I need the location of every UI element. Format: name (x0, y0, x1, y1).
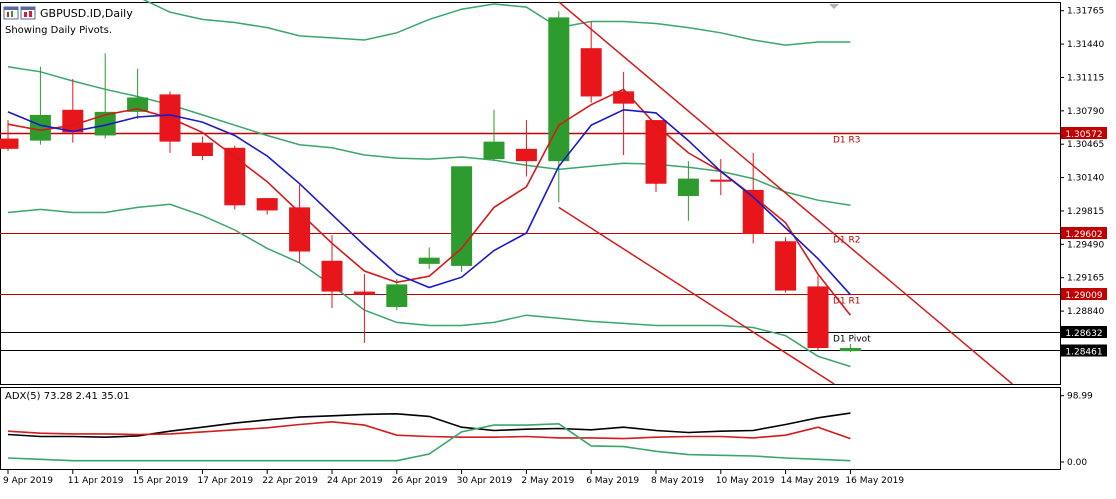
candle-body[interactable] (839, 348, 861, 352)
fast-ma-line (7, 88, 852, 316)
current-price-label: 1.28461 (1065, 348, 1102, 358)
current-price-tag (1061, 344, 1107, 357)
symbol-icon (3, 6, 36, 20)
x-tick-label: 26 Apr 2019 (392, 476, 448, 486)
pivot-price-tag (1061, 227, 1107, 239)
y-tick-label: 1.31765 (1067, 7, 1104, 17)
adx-plus-di-line (7, 422, 851, 462)
x-tick-label: 24 Apr 2019 (327, 476, 383, 486)
pivot-label: D1 R3 (833, 136, 861, 146)
pivot-price-tag (1061, 127, 1107, 139)
candle-body[interactable] (256, 198, 278, 211)
y-tick-label: 1.29165 (1067, 274, 1104, 284)
x-tick-label: 10 May 2019 (716, 476, 775, 486)
candle-body[interactable] (710, 179, 732, 182)
x-tick-label: 14 May 2019 (781, 476, 840, 486)
pivot-price-label: 1.29602 (1065, 230, 1102, 240)
pivot-note: Showing Daily Pivots. (5, 25, 112, 36)
x-tick-label: 17 Apr 2019 (197, 476, 253, 486)
candle-body[interactable] (353, 291, 375, 295)
candle-body[interactable] (224, 147, 246, 206)
candle-body[interactable] (127, 97, 149, 112)
x-tick-label: 11 Apr 2019 (68, 476, 124, 486)
pivot-price-label: 1.29009 (1065, 291, 1102, 301)
x-tick-label: 6 May 2019 (586, 476, 639, 486)
bollinger-lower-line (7, 203, 851, 368)
candle-body[interactable] (451, 166, 473, 266)
x-tick-label: 22 Apr 2019 (262, 476, 318, 486)
x-tick-label: 2 May 2019 (521, 476, 574, 486)
pivot-price-label: 1.30572 (1065, 130, 1102, 140)
pivot-label: D1 R1 (833, 297, 861, 307)
candle-body[interactable] (418, 257, 440, 264)
y-tick-label: 1.31115 (1067, 73, 1104, 83)
y-tick-label: 1.30140 (1067, 174, 1104, 184)
adx-label: ADX(5) 73.28 2.41 35.01 (5, 391, 130, 402)
candle-body[interactable] (677, 178, 699, 197)
bollinger-middle-line (7, 65, 851, 207)
pivot-label: D1 Pivot (833, 335, 871, 345)
x-tick-label: 30 Apr 2019 (457, 476, 513, 486)
candle-body[interactable] (386, 284, 408, 307)
pivot-price-tag (1061, 288, 1107, 300)
candle-body[interactable] (29, 114, 51, 141)
y-tick-label: 1.29815 (1067, 207, 1104, 217)
candle-body[interactable] (62, 109, 84, 133)
candle-body[interactable] (580, 48, 602, 97)
adx-y-tick-label: 98.99 (1067, 392, 1093, 402)
candle-body[interactable] (775, 241, 797, 291)
x-tick-label: 9 Apr 2019 (3, 476, 53, 486)
slow-ma-line (7, 108, 851, 296)
indicator-pane-frame (0, 387, 1061, 470)
candle-body[interactable] (515, 148, 537, 162)
candle-body[interactable] (289, 207, 311, 252)
y-tick-label: 1.30790 (1067, 107, 1104, 117)
candle-body[interactable] (807, 286, 829, 349)
y-tick-label: 1.28840 (1067, 307, 1104, 317)
candle-body[interactable] (191, 142, 213, 157)
x-tick-label: 8 May 2019 (651, 476, 704, 486)
x-tick-label: 15 Apr 2019 (133, 476, 189, 486)
candle-body[interactable] (321, 260, 343, 292)
bollinger-upper-line (142, 0, 851, 46)
x-tick-label: 16 May 2019 (845, 476, 904, 486)
symbol-label: GBPUSD.ID,Daily (40, 7, 133, 20)
candle-body[interactable] (0, 138, 19, 149)
adx-minus-di-line (7, 420, 851, 440)
y-tick-label: 1.30465 (1067, 140, 1104, 150)
candle-body[interactable] (94, 111, 116, 136)
pivot-price-tag (1061, 326, 1107, 338)
candle-body[interactable] (483, 141, 505, 160)
adx-y-tick-label: 0.00 (1067, 458, 1087, 468)
channel-upper-line (558, 1, 1013, 385)
main-pane-frame (0, 2, 1061, 385)
candle-body[interactable] (548, 17, 570, 162)
scroll-marker-icon[interactable] (829, 4, 839, 9)
channel-lower-line (558, 206, 835, 385)
y-tick-label: 1.29490 (1067, 240, 1104, 250)
candle-body[interactable] (645, 120, 667, 184)
pivot-label: D1 R2 (833, 236, 861, 246)
pivot-price-label: 1.28632 (1065, 329, 1102, 339)
y-tick-label: 1.31440 (1067, 40, 1104, 50)
